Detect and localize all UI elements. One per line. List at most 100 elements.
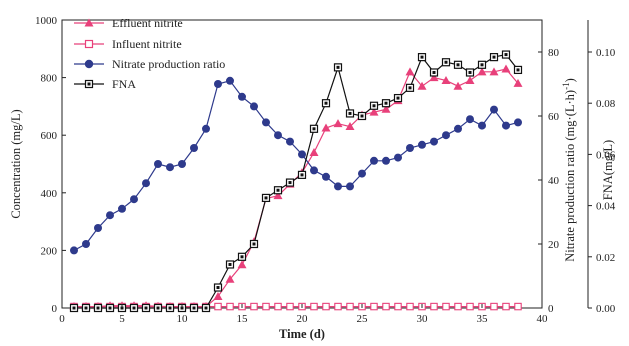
data-point-nitrate-production-ratio [118,204,126,213]
marker-inner [408,86,412,90]
data-point-fna [501,50,511,59]
x-tick-label: 10 [177,313,189,325]
y-left-tick-label: 800 [41,73,58,85]
x-tick-label: 15 [237,313,249,325]
data-point-fna [477,60,487,69]
data-point-nitrate-production-ratio [166,163,174,172]
data-point-nitrate-production-ratio [214,80,222,88]
marker-inner [108,306,112,310]
marker-inner [168,306,172,310]
data-point-fna [405,83,415,92]
data-point-nitrate-production-ratio [502,121,510,130]
data-point-fna [321,99,331,108]
data-point-effluent-nitrite [417,81,427,90]
y-right2-axis-title: FNA(mg/L) [601,140,615,200]
data-point-fna [297,170,307,179]
marker-inner [144,306,148,310]
data-point-nitrate-production-ratio [130,195,138,204]
data-point-influent-nitrite [262,302,270,311]
marker-inner [324,101,328,105]
marker-inner [420,55,424,59]
marker-inner [432,70,436,74]
data-point-fna [417,53,427,62]
data-point-fna [369,101,379,110]
data-point-nitrate-production-ratio [142,179,150,188]
data-point-fna [465,68,475,77]
marker-inner [192,306,196,310]
x-tick-label: 40 [537,313,549,325]
marker-inner [204,306,208,310]
data-point-effluent-nitrite [477,67,487,76]
legend-item-nitrate-production-ratio: Nitrate production ratio [74,57,225,71]
y-right2-tick-label: 0.04 [596,201,616,213]
marker-inner [456,63,460,67]
y-left-axis-title: Concentration (mg/L) [9,109,23,218]
marker-inner [300,173,304,177]
data-point-nitrate-production-ratio [286,137,294,146]
data-point-fna [429,68,439,77]
data-point-fna [273,186,283,195]
data-point-fna [249,239,259,249]
marker-inner [156,306,160,310]
data-point-influent-nitrite [322,302,330,311]
data-point-fna [357,111,367,121]
data-point-fna [225,260,235,269]
data-point-effluent-nitrite [333,119,343,128]
data-point-influent-nitrite [310,302,318,311]
data-point-effluent-nitrite [237,260,247,269]
marker-inner [360,114,364,118]
data-point-effluent-nitrite [405,67,415,76]
data-point-nitrate-production-ratio [358,169,366,178]
data-point-influent-nitrite [502,302,510,311]
data-point-nitrate-production-ratio [406,144,414,152]
marker-inner [264,196,268,200]
x-tick-label: 30 [417,313,429,325]
data-point-nitrate-production-ratio [190,144,198,152]
data-point-fna [309,124,319,133]
data-point-fna [513,65,523,75]
marker-inner [84,306,88,310]
data-point-effluent-nitrite [213,291,223,300]
marker-inner [216,286,220,290]
data-point-effluent-nitrite [309,147,319,156]
data-point-effluent-nitrite [489,67,499,76]
legend-label: Effluent nitrite [112,16,183,30]
data-point-influent-nitrite [226,302,234,311]
data-point-influent-nitrite [286,302,294,311]
data-point-nitrate-production-ratio [202,124,210,133]
y-right1-axis-title-tail: ) [563,78,577,82]
data-point-influent-nitrite [406,302,414,311]
data-point-fna [333,63,343,72]
data-point-fna [453,60,463,69]
marker-inner [504,53,508,57]
legend-square-marker-core [87,82,91,86]
series-line-fna [74,53,519,309]
data-point-fna [489,53,499,62]
data-point-nitrate-production-ratio [298,150,306,159]
marker-inner [444,60,448,64]
y-right1-tick-label: 20 [548,239,560,251]
data-point-influent-nitrite [382,302,390,311]
legend-label: Influent nitrite [112,37,182,51]
marker-inner [396,96,400,100]
marker-inner [96,306,100,310]
marker-inner [312,127,316,131]
data-point-effluent-nitrite [225,274,235,283]
legend-item-effluent-nitrite: Effluent nitrite [74,16,183,30]
x-tick-label: 25 [357,313,369,325]
data-point-influent-nitrite [454,302,462,311]
legend-label: FNA [112,77,136,91]
marker-inner [372,104,376,108]
data-point-influent-nitrite [334,302,342,311]
data-point-fna [105,303,115,313]
data-point-fna [381,99,391,108]
marker-inner [288,181,292,185]
y-left-tick-label: 200 [41,245,58,257]
data-point-fna [141,303,151,313]
data-point-nitrate-production-ratio [490,105,498,114]
data-point-nitrate-production-ratio [154,160,162,168]
data-point-influent-nitrite [514,302,522,311]
data-point-effluent-nitrite [441,75,451,84]
legend-item-influent-nitrite: Influent nitrite [74,37,182,51]
